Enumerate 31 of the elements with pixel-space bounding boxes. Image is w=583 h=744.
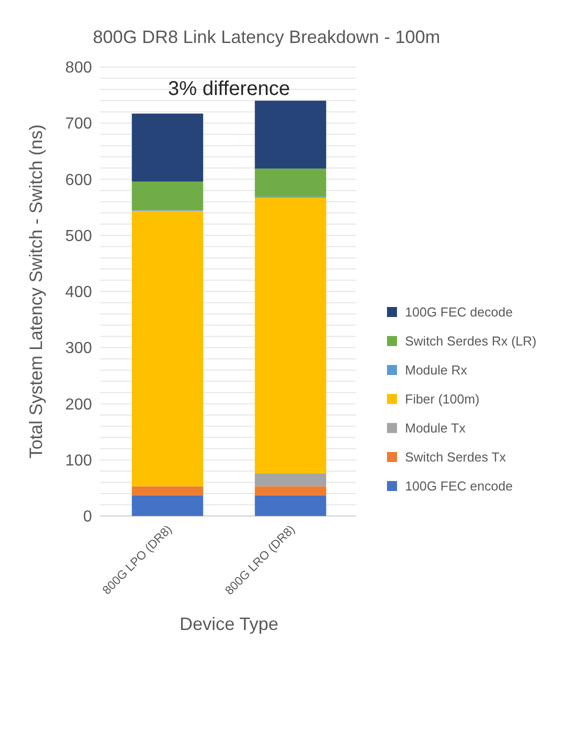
legend-label: 100G FEC decode bbox=[405, 304, 513, 320]
legend-label: Module Rx bbox=[405, 362, 468, 378]
legend-label: Module Tx bbox=[405, 420, 466, 436]
bar bbox=[132, 495, 204, 516]
bar bbox=[254, 486, 326, 496]
bar bbox=[254, 100, 326, 169]
bar bbox=[132, 114, 204, 182]
y-tick-label: 800 bbox=[65, 60, 92, 77]
chart-title: 800G DR8 Link Latency Breakdown - 100m bbox=[92, 27, 440, 47]
annotation: 3% difference bbox=[168, 78, 290, 100]
bar bbox=[254, 495, 326, 516]
y-tick-label: 700 bbox=[65, 116, 92, 133]
y-axis-title: Total System Latency Switch - Switch (ns) bbox=[26, 124, 46, 459]
y-tick-label: 200 bbox=[65, 396, 92, 414]
legend-label: Switch Serdes Tx bbox=[405, 450, 506, 465]
y-tick-label: 500 bbox=[65, 228, 92, 245]
bar bbox=[132, 210, 204, 486]
x-axis-title: Device Type bbox=[180, 614, 278, 634]
legend-label: Switch Serdes Rx (LR) bbox=[405, 334, 536, 349]
bar bbox=[254, 168, 326, 197]
bar bbox=[132, 181, 204, 210]
bar bbox=[132, 486, 204, 496]
bar bbox=[254, 473, 326, 486]
y-tick-label: 0 bbox=[83, 508, 92, 526]
legend-label: Fiber (100m) bbox=[405, 392, 480, 407]
y-tick-label: 300 bbox=[65, 340, 92, 358]
legend-label: 100G FEC encode bbox=[405, 478, 513, 494]
bar bbox=[254, 198, 326, 474]
y-tick-label: 600 bbox=[65, 172, 92, 189]
y-tick-label: 100 bbox=[65, 452, 92, 470]
y-tick-label: 400 bbox=[65, 284, 92, 302]
